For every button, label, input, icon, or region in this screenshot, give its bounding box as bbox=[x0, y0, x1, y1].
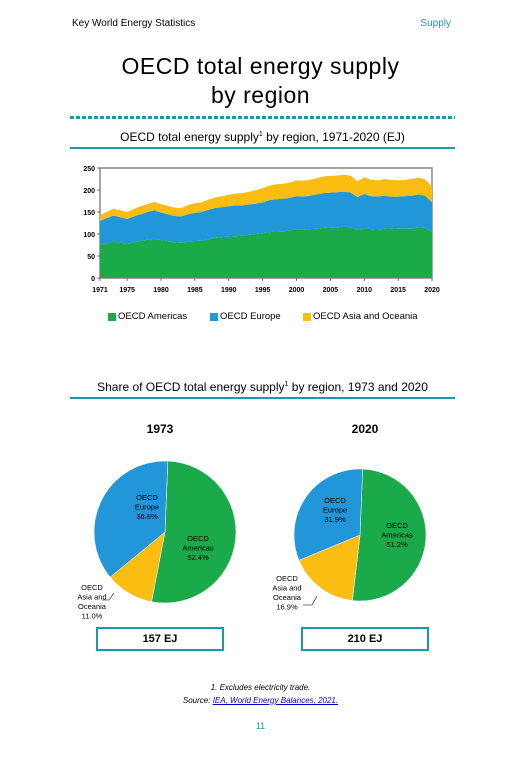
y-tick-label: 150 bbox=[83, 210, 95, 217]
y-tick-label: 100 bbox=[83, 232, 95, 239]
source-link[interactable]: IEA, World Energy Balances, 2021. bbox=[212, 696, 339, 705]
source-line: Source: IEA, World Energy Balances, 2021… bbox=[0, 696, 521, 705]
legend-item: OECD Americas bbox=[108, 311, 187, 322]
title-divider bbox=[70, 116, 455, 119]
x-tick-label: 1990 bbox=[221, 287, 237, 294]
pie-label-line: Americas bbox=[381, 531, 413, 540]
y-tick-label: 50 bbox=[87, 254, 95, 261]
x-tick-label: 1995 bbox=[255, 287, 271, 294]
area-chart-title: OECD total energy supply1 by region, 197… bbox=[70, 130, 455, 144]
pie-label-line: OECD bbox=[81, 583, 103, 592]
pie-label-line: 11.0% bbox=[82, 612, 103, 621]
pie-label-line: Europe bbox=[323, 506, 347, 515]
x-tick-label: 2015 bbox=[390, 287, 406, 294]
pie-slice-oecd-europe bbox=[293, 468, 363, 561]
pie-1973-year: 1973 bbox=[146, 422, 174, 436]
area-chart-title-main: OECD total energy supply bbox=[120, 130, 259, 144]
pie-charts-title-rule bbox=[70, 397, 455, 399]
pie-label-line: Asia and bbox=[272, 584, 301, 593]
pie-charts-title: Share of OECD total energy supply1 by re… bbox=[70, 380, 455, 394]
pie-label-line: Oceania bbox=[78, 602, 107, 611]
pie-label-line: OECD bbox=[276, 574, 298, 583]
x-tick-label: 2010 bbox=[356, 287, 372, 294]
y-tick-label: 0 bbox=[91, 276, 95, 283]
pie-label-line: 51.2% bbox=[386, 540, 408, 549]
pie-charts-title-footnote-mark: 1 bbox=[284, 381, 289, 388]
pie-label-line: OECD bbox=[386, 521, 408, 530]
pie-slice-oecd-americas bbox=[352, 468, 427, 602]
total-1973-box: 157 EJ bbox=[96, 627, 224, 651]
legend-label: OECD Europe bbox=[220, 311, 281, 322]
legend-swatch bbox=[210, 312, 218, 321]
pie-charts-title-tail: by region, 1973 and 2020 bbox=[288, 380, 428, 394]
x-tick-label: 1980 bbox=[153, 287, 169, 294]
y-tick-label: 250 bbox=[83, 166, 95, 173]
legend-item: OECD Europe bbox=[210, 311, 281, 322]
area-chart-legend: OECD Americas OECD Europe OECD Asia and Oc… bbox=[70, 311, 455, 325]
area-series-oecd-americas bbox=[100, 226, 432, 278]
area-chart-title-rule bbox=[70, 147, 455, 149]
pie-label-line: OECD bbox=[324, 496, 346, 505]
pie-label-line: Europe bbox=[135, 503, 159, 512]
area-chart: 0 50 100 150 200 250 1971 1975 1980 1985 1990 1995 2… bbox=[83, 166, 440, 294]
source-label: Source: bbox=[182, 696, 211, 705]
page-title: OECD total energy supply by region bbox=[0, 52, 521, 110]
page-title-line-1: OECD total energy supply bbox=[121, 53, 400, 79]
pie-label-line: 36.6% bbox=[136, 512, 158, 521]
pie-slice-oecd-asia-and-oceania bbox=[298, 534, 361, 601]
pie-label-line: 16.9% bbox=[276, 603, 298, 612]
pie-label-line: 31.9% bbox=[324, 515, 346, 524]
x-tick-label: 2005 bbox=[323, 287, 339, 294]
page-number: 11 bbox=[255, 721, 266, 731]
x-tick-label: 2000 bbox=[289, 287, 305, 294]
header-document-title: Key World Energy Statistics bbox=[72, 18, 196, 29]
legend-swatch bbox=[303, 312, 311, 321]
y-tick-label: 200 bbox=[83, 188, 95, 195]
x-tick-label: 1985 bbox=[187, 287, 203, 294]
footnote: 1. Excludes electricity trade. bbox=[210, 683, 311, 692]
area-chart-title-tail: by region, 1971-2020 (EJ) bbox=[262, 130, 405, 144]
x-tick-label: 2020 bbox=[424, 287, 440, 294]
pie-label-line: Americas bbox=[182, 544, 214, 553]
area-chart-title-footnote-mark: 1 bbox=[258, 131, 263, 138]
x-tick-label: 1971 bbox=[92, 287, 108, 294]
area-series-oecd-asia-and-oceania bbox=[100, 174, 432, 221]
area-series-oecd-europe bbox=[100, 191, 432, 245]
page-title-line-2: by region bbox=[210, 82, 311, 108]
pie-leader-line bbox=[102, 592, 115, 601]
pie-leader-line bbox=[303, 595, 318, 606]
pie-label-line: OECD bbox=[187, 534, 209, 543]
pie-label-line: Oceania bbox=[273, 593, 302, 602]
legend-item: OECD Asia and Oceania bbox=[303, 311, 418, 322]
legend-label: OECD Asia and Oceania bbox=[313, 311, 418, 322]
pie-label-line: OECD bbox=[136, 493, 158, 502]
pie-slice-oecd-europe bbox=[93, 460, 169, 578]
pie-slice-oecd-americas bbox=[151, 460, 237, 604]
pie-2020-year: 2020 bbox=[351, 422, 379, 436]
header-section-name: Supply bbox=[420, 18, 451, 29]
pie-charts-title-main: Share of OECD total energy supply bbox=[97, 380, 285, 394]
x-tick-label: 1975 bbox=[119, 287, 135, 294]
pie-label-line: 52.4% bbox=[187, 553, 209, 562]
total-2020-box: 210 EJ bbox=[301, 627, 429, 651]
legend-swatch bbox=[108, 312, 116, 321]
legend-label: OECD Americas bbox=[118, 311, 188, 322]
pie-label-line: Asia and bbox=[77, 593, 106, 602]
